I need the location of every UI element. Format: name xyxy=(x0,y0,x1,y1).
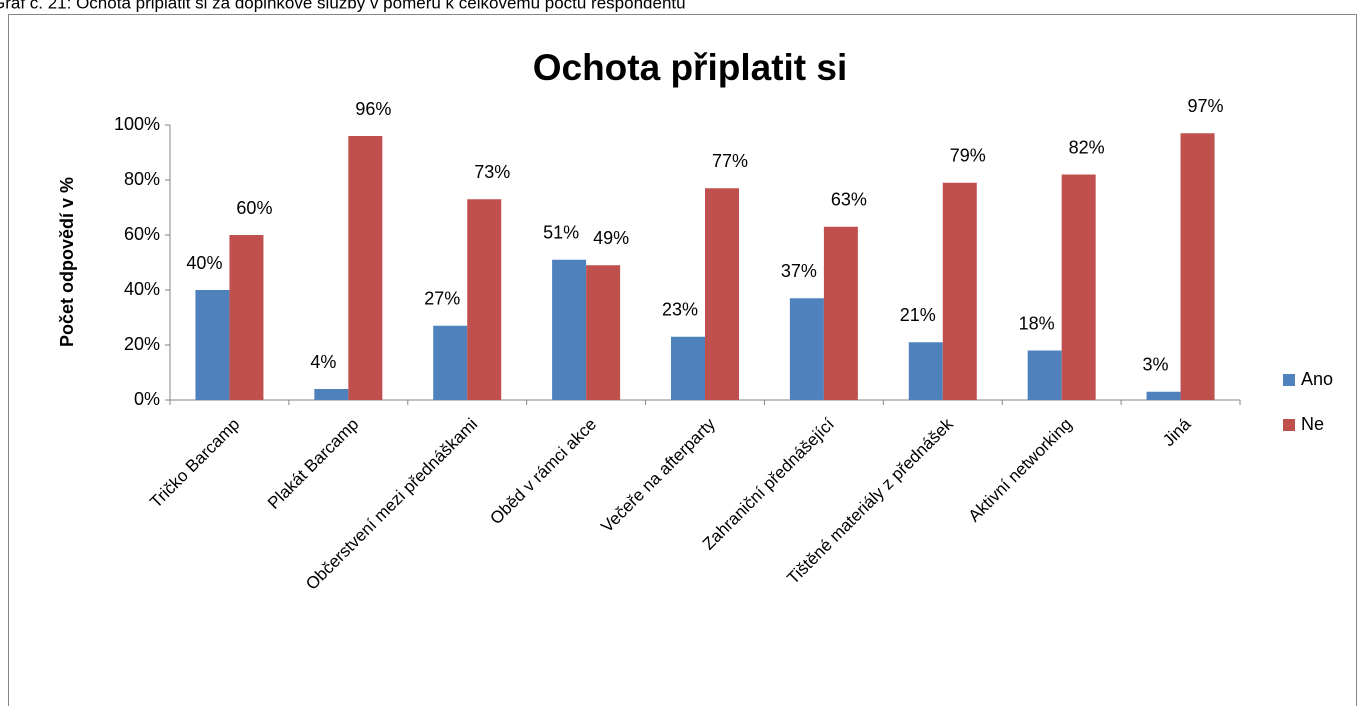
bar xyxy=(433,325,468,400)
y-tick-label: 80% xyxy=(124,169,160,189)
bar xyxy=(705,188,739,400)
bar xyxy=(789,298,824,400)
bar xyxy=(908,342,943,400)
bar xyxy=(942,182,977,400)
data-label: 51% xyxy=(543,223,579,243)
legend-label: Ne xyxy=(1301,414,1324,434)
caption: Graf č. 21: Ochota připlatit si za doplň… xyxy=(0,0,686,12)
legend-swatch xyxy=(1283,419,1295,431)
bar xyxy=(467,199,502,400)
bar xyxy=(229,235,264,400)
y-tick-label: 60% xyxy=(124,224,160,244)
bar xyxy=(1061,174,1096,400)
data-label: 82% xyxy=(1069,137,1105,157)
bar xyxy=(1027,350,1062,400)
y-tick-label: 100% xyxy=(114,114,160,134)
data-label: 18% xyxy=(1019,313,1055,333)
legend-label: Ano xyxy=(1301,369,1333,389)
chart-title: Ochota připlatit si xyxy=(533,47,848,88)
y-tick-label: 20% xyxy=(124,334,160,354)
bar xyxy=(1180,133,1215,400)
data-label: 77% xyxy=(712,151,748,171)
data-label: 63% xyxy=(831,190,867,210)
data-label: 4% xyxy=(310,352,336,372)
bar xyxy=(348,136,383,400)
data-label: 23% xyxy=(662,300,698,320)
data-label: 40% xyxy=(186,253,222,273)
y-axis-title: Počet odpovědí v % xyxy=(57,177,77,347)
legend-swatch xyxy=(1283,374,1295,386)
data-label: 97% xyxy=(1188,96,1224,116)
bar xyxy=(586,265,621,400)
data-label: 3% xyxy=(1143,355,1169,375)
data-label: 37% xyxy=(781,261,817,281)
data-label: 27% xyxy=(424,289,460,309)
y-tick-label: 40% xyxy=(124,279,160,299)
bar xyxy=(314,389,349,400)
bar xyxy=(195,290,230,400)
data-label: 21% xyxy=(900,305,936,325)
data-label: 49% xyxy=(593,228,629,248)
data-label: 73% xyxy=(474,162,510,182)
data-label: 60% xyxy=(236,198,272,218)
y-tick-label: 0% xyxy=(134,389,160,409)
data-label: 96% xyxy=(355,99,391,119)
data-label: 79% xyxy=(950,146,986,166)
bar xyxy=(552,259,587,400)
bar xyxy=(1146,391,1181,400)
bar xyxy=(823,226,858,400)
bar xyxy=(671,336,705,400)
